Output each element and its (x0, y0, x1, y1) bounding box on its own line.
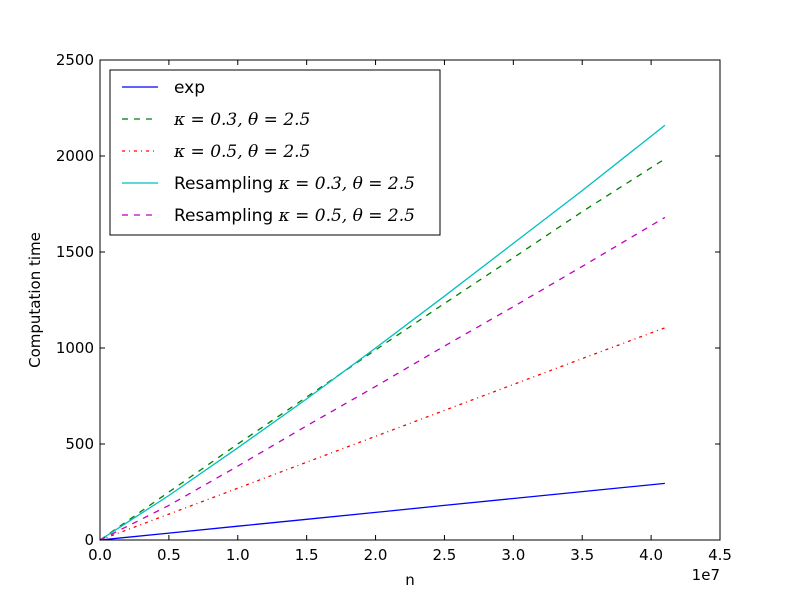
x-tick-label: 4.5 (708, 546, 732, 564)
legend-label-5: Resampling κ = 0.5, θ = 2.5 (174, 206, 415, 226)
legend-label-3: κ = 0.5, θ = 2.5 (173, 142, 310, 162)
legend-label-4: Resampling κ = 0.3, θ = 2.5 (174, 174, 415, 194)
ticks-layer: 0.0 0.5 1.0 1.5 2.0 2.5 3.0 3.5 4.0 4.5 0 500 1000 15… (56, 51, 732, 564)
legend-box (109, 69, 441, 236)
x-axis-label: n (405, 571, 415, 589)
x-tick-label: 0.5 (157, 546, 181, 564)
x-tick-label: 1.5 (295, 546, 319, 564)
legend-label-math: κ = 0.3, θ = 2.5 (173, 110, 310, 130)
y-tick-label: 500 (65, 435, 94, 453)
series-line-5 (99, 216, 666, 541)
legend-label-math: κ = 0.3, θ = 2.5 (278, 174, 415, 194)
x-tick-label: 1.0 (226, 546, 250, 564)
legend-label-math: κ = 0.5, θ = 2.5 (173, 142, 310, 162)
plot-frame (99, 59, 721, 541)
y-tick-label: 0 (84, 531, 94, 549)
x-tick-label: 4.0 (639, 546, 663, 564)
x-tick-label: 3.0 (501, 546, 525, 564)
y-tick-label: 1000 (56, 339, 94, 357)
legend-label-text: exp (174, 78, 205, 98)
x-tick-label: 3.5 (570, 546, 594, 564)
legend-label-1: exp (174, 78, 205, 98)
series-line-1 (99, 482, 665, 541)
x-tick-label: 0.0 (88, 546, 112, 564)
legend-label-math: κ = 0.5, θ = 2.5 (278, 206, 415, 226)
y-axis-label: Computation time (26, 232, 44, 368)
series-line-2 (99, 158, 666, 541)
legend-label-2: κ = 0.3, θ = 2.5 (173, 110, 310, 130)
series-layer (99, 124, 666, 541)
y-tick-label: 2500 (56, 51, 94, 69)
series-line-3 (99, 327, 666, 541)
legend-label-text: Resampling (174, 174, 279, 194)
x-tick-label: 2.5 (433, 546, 457, 564)
x-tick-label: 2.0 (364, 546, 388, 564)
y-tick-label: 1500 (56, 243, 94, 261)
legend-label-text: Resampling (174, 206, 279, 226)
y-tick-label: 2000 (56, 147, 94, 165)
series-line-4 (99, 124, 666, 541)
x-offset-label: 1e7 (692, 566, 720, 584)
